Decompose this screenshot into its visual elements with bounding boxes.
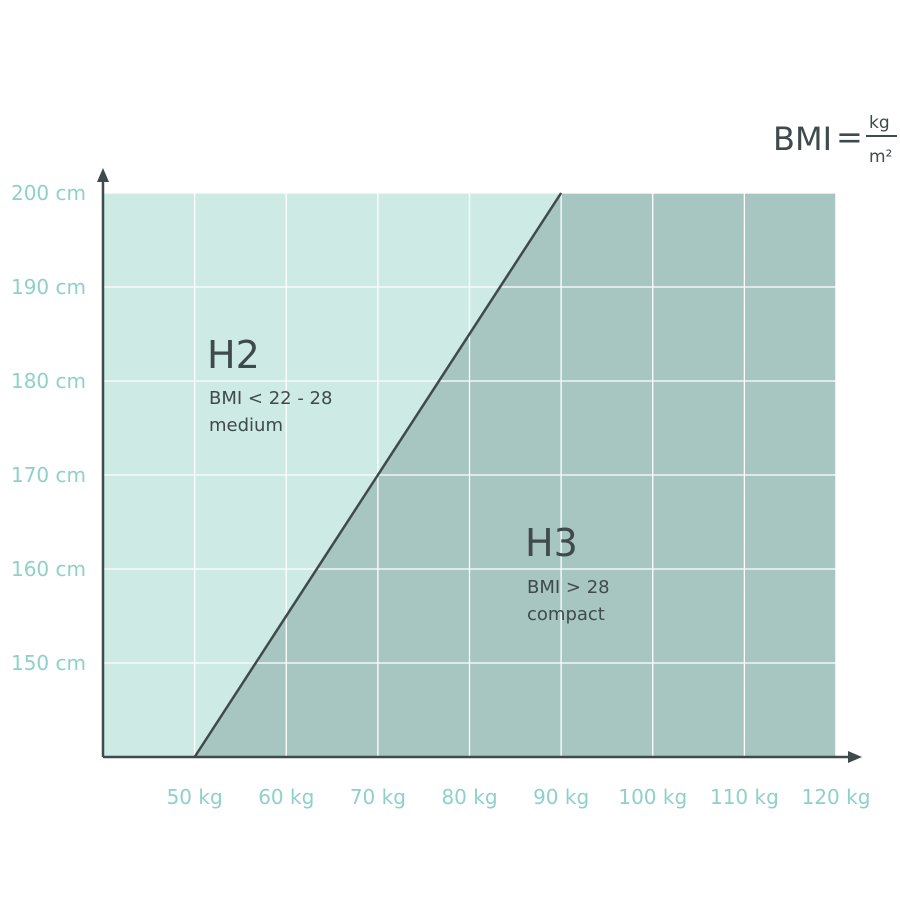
formula-numerator: kg xyxy=(869,113,890,133)
y-tick-label: 150 cm xyxy=(11,651,86,675)
region-h2-title: H2 xyxy=(207,333,260,377)
region-h3-label: H3 BMI > 28 compact xyxy=(525,521,610,625)
x-tick-label: 100 kg xyxy=(618,785,687,809)
y-tick-label: 160 cm xyxy=(11,557,86,581)
formula-equals: = xyxy=(836,118,863,156)
y-tick-label: 190 cm xyxy=(11,275,86,299)
x-tick-label: 60 kg xyxy=(258,785,314,809)
x-tick-label: 120 kg xyxy=(802,785,871,809)
bmi-boundary-line xyxy=(193,192,563,758)
region-h2-label: H2 BMI < 22 - 28 medium xyxy=(207,333,332,436)
x-tick-label: 50 kg xyxy=(167,785,223,809)
y-tick-label: 200 cm xyxy=(11,181,86,205)
y-tick-labels: 150 cm 160 cm 170 cm 180 cm 190 cm 200 cm xyxy=(11,181,86,675)
y-tick-label: 170 cm xyxy=(11,463,86,487)
formula-lhs: BMI xyxy=(773,120,832,158)
x-tick-labels: 50 kg 60 kg 70 kg 80 kg 90 kg 100 kg 110 kg 120… xyxy=(167,785,871,809)
y-tick-label: 180 cm xyxy=(11,369,86,393)
x-axis-arrow xyxy=(848,751,862,763)
x-tick-label: 110 kg xyxy=(710,785,779,809)
y-axis-arrow xyxy=(97,168,109,182)
region-h2-bmi: BMI < 22 - 28 xyxy=(209,388,332,409)
region-h3-size: compact xyxy=(527,604,605,625)
region-h3-bmi: BMI > 28 xyxy=(527,577,610,598)
formula-denominator: m² xyxy=(869,147,892,167)
region-h2-size: medium xyxy=(209,415,283,436)
region-h3-title: H3 xyxy=(525,521,578,565)
x-tick-label: 80 kg xyxy=(441,785,497,809)
bmi-formula: BMI = kg m² xyxy=(773,113,897,167)
x-tick-label: 70 kg xyxy=(350,785,406,809)
x-tick-label: 90 kg xyxy=(533,785,589,809)
grid xyxy=(103,192,837,757)
